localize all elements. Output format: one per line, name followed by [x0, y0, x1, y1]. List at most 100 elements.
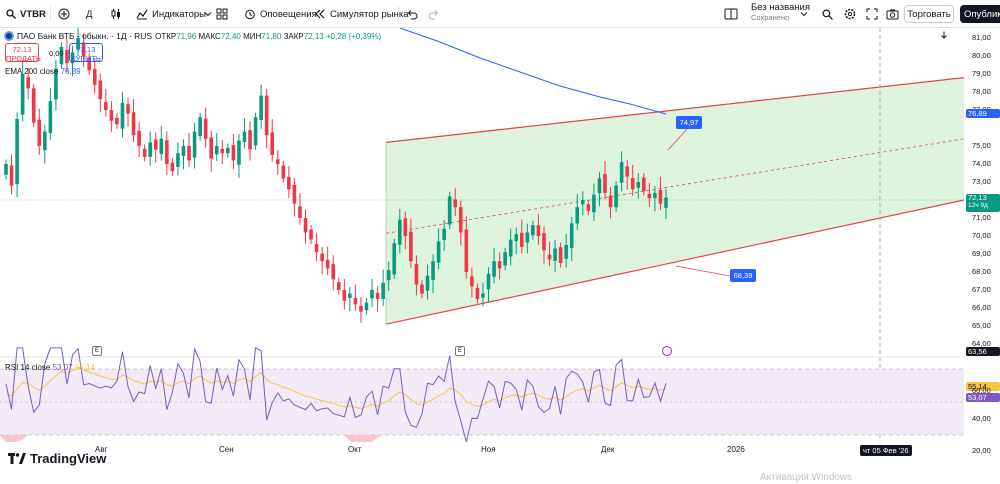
crosshair-date-badge: чт 05 Фев '26 — [860, 445, 912, 456]
plus-circle-icon — [58, 8, 70, 20]
rsi-badge: 53,07 — [966, 393, 1000, 402]
layout-grid-button[interactable] — [216, 5, 228, 23]
candle — [170, 158, 175, 176]
channel-fill — [386, 77, 964, 325]
candle — [43, 124, 47, 164]
interval-label: Д — [86, 8, 93, 20]
candle — [525, 223, 530, 254]
price-tick: 75,00 — [972, 141, 991, 150]
candle — [15, 112, 19, 198]
layout-menu-button[interactable] — [724, 5, 738, 23]
instrument-name: ПАО Банк ВТБ - обыкн. · 1Д · RUS — [17, 31, 153, 41]
layout-title-text: Без названия — [751, 2, 811, 13]
candle — [126, 97, 130, 127]
search-icon — [6, 9, 16, 19]
layout-dropdown[interactable] — [800, 5, 808, 23]
price-tick: 66,00 — [972, 303, 991, 312]
rsi-ma-legend-value: 55,14 — [74, 363, 95, 372]
ema-legend[interactable]: EMA 200 close 76,89 — [5, 67, 81, 76]
candle — [214, 132, 219, 161]
symbol-search[interactable]: VTBR — [6, 5, 46, 23]
last-price-badge: 72,13 12ч 9д — [966, 194, 1000, 212]
indicators-button[interactable]: Индикаторы — [136, 5, 206, 23]
candle — [386, 261, 391, 291]
layout-title[interactable]: Без названия Сохранено — [751, 3, 810, 23]
candle — [658, 176, 663, 211]
price-axis[interactable]: 81,0080,0079,0078,0077,0075,0074,0073,00… — [941, 28, 1000, 484]
candle — [592, 183, 596, 222]
series-legend[interactable]: ПАО Банк ВТБ - обыкн. · 1Д · RUS ОТКР71,… — [4, 31, 381, 41]
buy-button[interactable]: 72,13 КУПИТЬ — [69, 43, 103, 63]
lower-price-label[interactable]: 68,39 — [730, 269, 756, 282]
channel-upper-line[interactable] — [385, 77, 964, 143]
candle — [314, 232, 319, 262]
quick-search-button[interactable] — [822, 5, 833, 23]
rsi-ma-line — [5, 366, 667, 410]
candle — [553, 239, 557, 272]
candle — [403, 211, 408, 250]
rsi-legend-value: 53,07 — [52, 363, 73, 372]
price-tick: 64,00 — [972, 339, 991, 348]
candle — [359, 297, 363, 323]
publish-button[interactable]: Опубликовать — [960, 5, 1000, 23]
price-tick: 78,00 — [972, 87, 991, 96]
alerts-button[interactable]: Оповещения — [244, 5, 317, 23]
time-axis[interactable]: Авг Сен Окт Ноя Дек 2026 — [0, 442, 964, 456]
candle — [392, 238, 397, 280]
compare-button[interactable] — [58, 5, 70, 23]
settings-button[interactable] — [844, 5, 856, 23]
gear-icon — [844, 8, 856, 20]
candle — [331, 255, 336, 291]
snapshot-button[interactable] — [886, 5, 899, 23]
candle — [542, 226, 546, 264]
trade-button[interactable]: Торговать — [904, 5, 954, 23]
rewind-icon — [315, 9, 325, 19]
time-tick: Ноя — [481, 445, 496, 454]
candle — [642, 173, 646, 196]
candle — [270, 119, 275, 162]
parallel-channel[interactable] — [385, 77, 964, 325]
candle — [253, 112, 258, 150]
event-marker-icon[interactable]: E — [92, 346, 102, 356]
rsi-legend[interactable]: RSI 14 close 53,07 55,14 — [5, 363, 95, 372]
undo-button[interactable] — [406, 5, 418, 23]
indicator-templates-button[interactable] — [204, 5, 212, 23]
interval-button[interactable]: Д — [86, 5, 92, 23]
channel-lower-line[interactable] — [385, 199, 964, 325]
candle — [159, 125, 164, 161]
chart-type-button[interactable] — [110, 5, 122, 23]
candle — [120, 91, 125, 138]
channel-mid-line — [385, 138, 964, 234]
candle — [248, 121, 252, 161]
time-tick: Окт — [348, 445, 362, 454]
candle — [647, 182, 652, 208]
replay-button[interactable]: Симулятор рынка — [314, 5, 409, 23]
ohlc-values: ОТКР71,96 МАКС72,40 МИН71,80 ЗАКР72,13 +… — [155, 31, 382, 41]
price-chart[interactable] — [0, 28, 964, 442]
candle-series[interactable] — [4, 28, 668, 323]
candles-icon — [111, 9, 120, 19]
price-tick: 67,00 — [972, 285, 991, 294]
candle — [492, 248, 496, 284]
candle — [98, 73, 103, 113]
replay-label: Симулятор рынка — [330, 8, 409, 20]
bolt-icon[interactable] — [662, 346, 672, 356]
time-tick: Дек — [601, 445, 615, 454]
sell-button[interactable]: 72,13 ПРОДАТЬ — [5, 43, 41, 63]
candle — [442, 219, 446, 251]
rsi-ma-badge: 55,14 — [966, 382, 1000, 391]
vtb-logo-icon — [4, 31, 14, 41]
candle — [325, 246, 330, 276]
redo-button[interactable] — [428, 5, 440, 23]
upper-price-label[interactable]: 74,97 — [676, 116, 702, 129]
fullscreen-button[interactable] — [866, 5, 878, 23]
candle — [564, 234, 568, 268]
candle — [4, 159, 8, 180]
price-tick: 74,00 — [972, 159, 991, 168]
event-marker-icon[interactable]: E — [455, 346, 465, 356]
candle — [381, 269, 385, 306]
tradingview-logo[interactable]: TradingView — [8, 451, 106, 466]
candle — [597, 171, 602, 207]
candle — [198, 112, 202, 141]
indicators-icon — [136, 9, 148, 20]
